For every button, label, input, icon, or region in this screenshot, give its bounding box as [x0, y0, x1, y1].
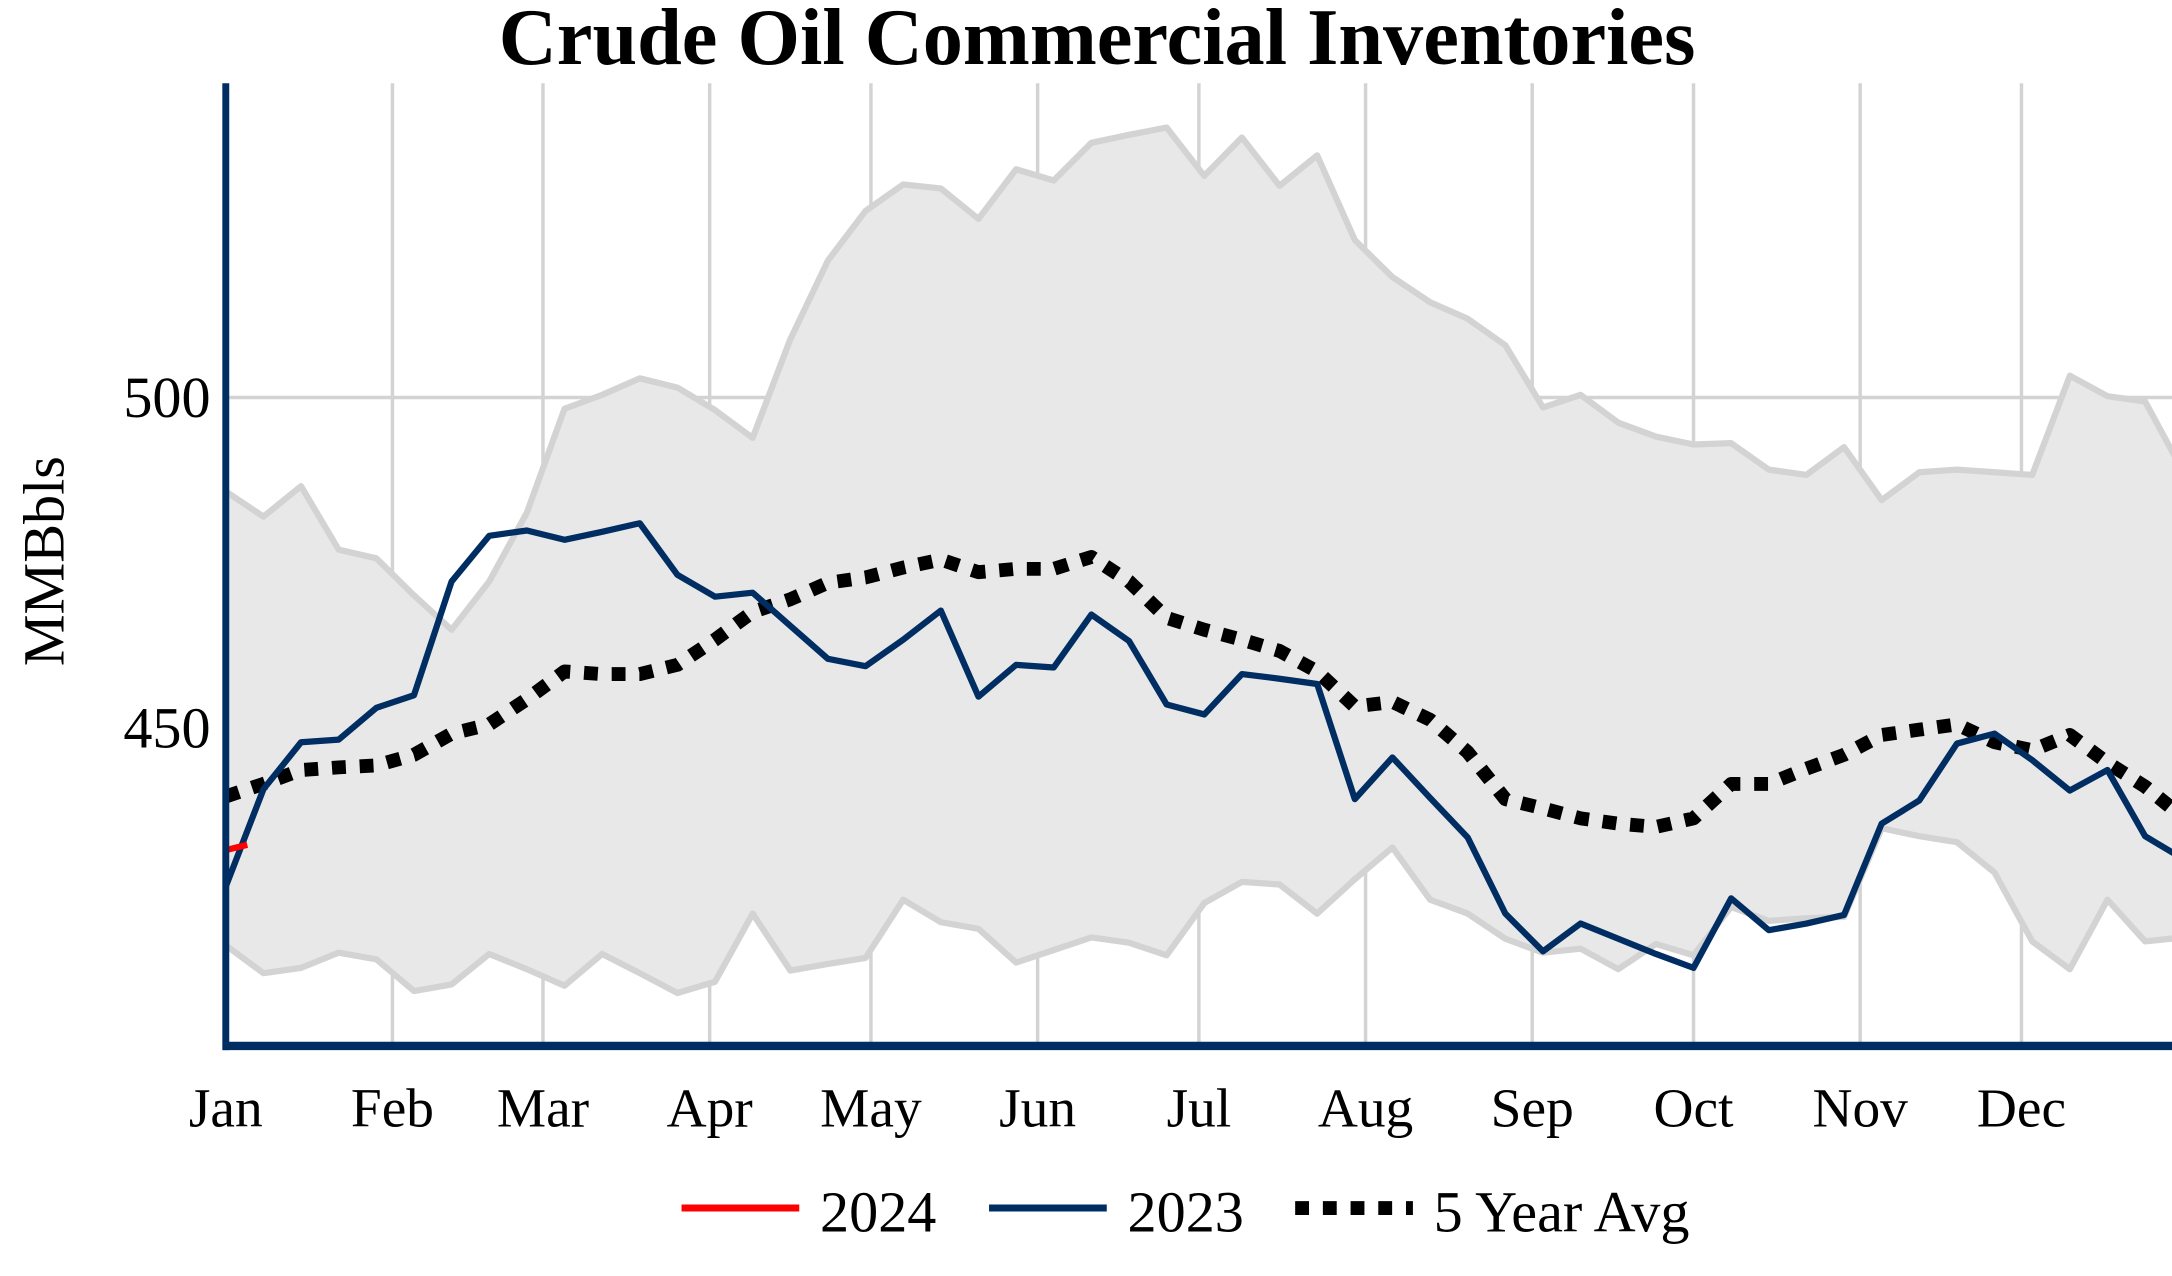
x-tick-label-mar: Mar [497, 1077, 589, 1138]
x-tick-label-may: May [820, 1077, 922, 1138]
series-lines [225, 520, 2172, 971]
y-axis-label: MMBbls [12, 456, 77, 666]
y-tick-labels: 450 500 [123, 365, 210, 761]
y-tick-label: 450 [123, 696, 210, 761]
x-tick-label-aug: Aug [1318, 1077, 1413, 1138]
series-line-2024 [225, 841, 249, 854]
x-tick-labels: Jan Feb Mar Apr May Jun Jul Aug Sep Oct Nov Dec [189, 1077, 2066, 1138]
axes [222, 83, 2172, 1051]
legend-label-5-year-avg: 5 Year Avg [1434, 1180, 1690, 1245]
range-band-fill [225, 127, 2172, 994]
x-tick-label-feb: Feb [351, 1077, 434, 1138]
x-tick-label-oct: Oct [1654, 1077, 1735, 1138]
series-line-5-year-avg [225, 550, 2172, 834]
x-tick-label-jun: Jun [999, 1077, 1076, 1138]
x-tick-label-sep: Sep [1491, 1077, 1574, 1138]
range-band [225, 124, 2172, 997]
series-line-2023 [225, 520, 2172, 971]
y-tick-label: 500 [123, 365, 210, 430]
range-band-upper [225, 124, 2172, 633]
legend: 2024 2023 5 Year Avg [681, 1180, 1690, 1245]
x-tick-label-apr: Apr [667, 1077, 753, 1138]
x-tick-label-jan: Jan [189, 1077, 263, 1138]
legend-label-2024: 2024 [820, 1180, 936, 1245]
x-tick-label-dec: Dec [1977, 1077, 2066, 1138]
chart-title: Crude Oil Commercial Inventories [499, 0, 1696, 82]
legend-label-2023: 2023 [1128, 1180, 1244, 1245]
x-tick-label-nov: Nov [1812, 1077, 1908, 1138]
x-tick-label-jul: Jul [1167, 1077, 1232, 1138]
